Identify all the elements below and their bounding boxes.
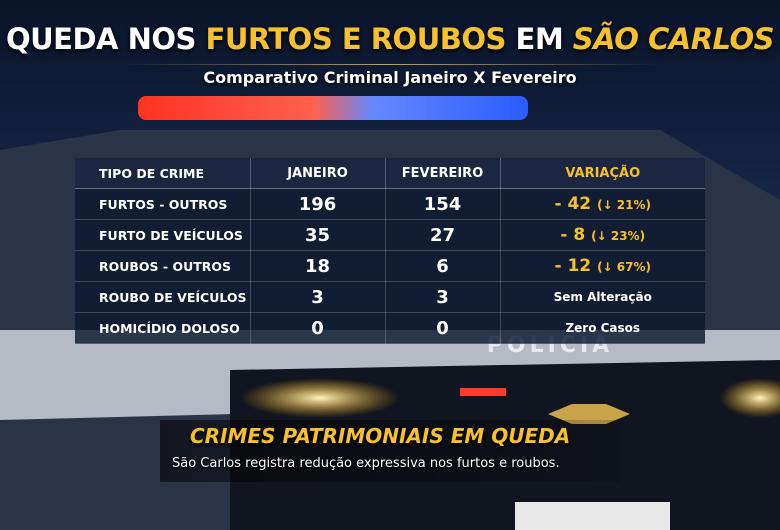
variation: - 8 (↓ 23%)	[500, 219, 705, 251]
table-row: HOMICÍDIO DOLOSO 0 0 Zero Casos	[75, 312, 705, 344]
headlight	[720, 378, 780, 418]
title-part: FURTOS E ROUBOS	[205, 22, 507, 56]
title-part: EM	[515, 22, 564, 56]
february-count: 154	[385, 188, 501, 220]
footer-panel	[160, 420, 620, 482]
table-row: ROUBOS - OUTROS 18 6- 12 (↓ 67%)	[75, 250, 705, 282]
crime-type: FURTO DE VEÍCULOS	[75, 219, 251, 251]
light-bar	[138, 96, 528, 120]
crime-type: FURTOS - OUTROS	[75, 188, 251, 220]
variation-change: - 12	[554, 256, 592, 276]
divider	[120, 64, 660, 65]
footer-text: São Carlos registra redução expressiva n…	[172, 456, 560, 471]
title: QUEDA NOS FURTOS E ROUBOS EM SÃO CARLOS	[0, 22, 780, 56]
january-count: 0	[250, 312, 386, 344]
header-row: TIPO DE CRIME JANEIRO FEVEREIRO VARIAÇÃO	[75, 158, 705, 189]
table-row: ROUBO DE VEÍCULOS 3 3 Sem Alteração	[75, 281, 705, 313]
column-header: VARIAÇÃO	[500, 158, 705, 189]
crime-type: HOMICÍDIO DOLOSO	[75, 312, 251, 344]
variation-note: Zero Casos	[500, 312, 705, 344]
variation: - 12 (↓ 67%)	[500, 250, 705, 282]
january-count: 35	[250, 219, 386, 251]
table-row: FURTO DE VEÍCULOS 35 27- 8 (↓ 23%)	[75, 219, 705, 251]
variation-change: - 42	[554, 194, 592, 214]
variation-change: - 8	[560, 225, 586, 245]
crime-table: TIPO DE CRIME JANEIRO FEVEREIRO VARIAÇÃO FU…	[75, 158, 705, 344]
footer-headline: CRIMES PATRIMONIAIS EM QUEDA	[190, 424, 571, 448]
crime-type: ROUBOS - OUTROS	[75, 250, 251, 282]
column-header: TIPO DE CRIME	[75, 158, 251, 189]
table-body: FURTOS - OUTROS 196 154- 42 (↓ 21%) FURTO D…	[75, 188, 705, 344]
january-count: 18	[250, 250, 386, 282]
february-count: 3	[385, 281, 501, 313]
headlight	[240, 378, 400, 418]
title-part: QUEDA NOS	[5, 22, 196, 56]
variation-percent: (↓ 21%)	[597, 198, 651, 212]
variation-percent: (↓ 23%)	[591, 229, 646, 243]
title-part: SÃO CARLOS	[572, 22, 775, 56]
february-count: 6	[385, 250, 501, 282]
february-count: 0	[385, 312, 501, 344]
february-count: 27	[385, 219, 501, 251]
column-header: JANEIRO	[250, 158, 386, 189]
variation: - 42 (↓ 21%)	[500, 188, 705, 220]
logo	[548, 404, 630, 424]
variation-percent: (↓ 67%)	[597, 260, 651, 274]
variation-note: Sem Alteração	[500, 281, 705, 313]
january-count: 196	[250, 188, 386, 220]
column-header: FEVEREIRO	[385, 158, 501, 189]
january-count: 3	[250, 281, 386, 313]
front-lamp	[460, 388, 506, 396]
license-plate	[515, 502, 670, 530]
crime-type: ROUBO DE VEÍCULOS	[75, 281, 251, 313]
subtitle: Comparativo Criminal Janeiro X Fevereiro	[203, 68, 577, 87]
table-row: FURTOS - OUTROS 196 154- 42 (↓ 21%)	[75, 188, 705, 220]
